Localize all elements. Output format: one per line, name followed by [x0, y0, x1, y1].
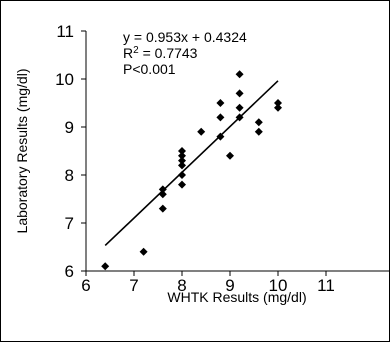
- ticks: [81, 30, 327, 276]
- x-tick-label: 8: [177, 276, 186, 295]
- x-tick-label: 7: [129, 276, 138, 295]
- equation-label: y = 0.953x + 0.4324: [123, 29, 247, 45]
- data-point: [178, 171, 186, 179]
- y-tick-label: 10: [55, 70, 74, 89]
- data-point: [178, 151, 186, 160]
- x-tick-label: 6: [81, 276, 90, 295]
- data-point: [101, 262, 110, 271]
- data-point: [216, 132, 225, 141]
- p-value-label: P<0.001: [123, 61, 176, 77]
- data-point: [274, 99, 282, 107]
- r-squared-label: R2 = 0.7743: [123, 45, 198, 61]
- data-point: [197, 127, 206, 136]
- x-tick-label: 9: [225, 276, 234, 295]
- data-point: [139, 247, 148, 256]
- data-points: [101, 70, 282, 271]
- y-tick-label: 7: [65, 214, 74, 233]
- y-tick-label: 6: [65, 262, 74, 281]
- data-point: [216, 113, 225, 122]
- data-point: [235, 113, 244, 122]
- tick-labels: 6 7 8 9 10 11 6 7 8 9 10 11: [55, 22, 335, 295]
- data-point: [178, 180, 186, 189]
- data-point: [274, 103, 282, 112]
- r-squared-value: = 0.7743: [139, 45, 198, 61]
- axes: [85, 31, 389, 272]
- data-point: [235, 70, 244, 79]
- data-point: [254, 127, 263, 136]
- trendline: [104, 80, 279, 247]
- data-point: [178, 147, 186, 155]
- y-tick-label: 9: [65, 118, 74, 137]
- data-point: [178, 161, 186, 170]
- x-tick-label: 10: [269, 276, 288, 295]
- data-point: [226, 151, 234, 160]
- r-squared-base: R: [123, 45, 133, 61]
- data-point: [158, 185, 167, 194]
- x-tick-label: 11: [317, 276, 335, 295]
- y-tick-label: 11: [56, 22, 74, 41]
- data-point: [216, 99, 225, 107]
- y-tick-label: 8: [65, 166, 74, 185]
- data-point: [178, 156, 186, 165]
- data-point: [235, 89, 244, 98]
- data-point: [254, 118, 263, 127]
- data-point: [158, 190, 167, 199]
- data-point: [235, 103, 244, 112]
- data-point: [158, 204, 167, 213]
- x-axis-title: WHTK Results (mg/dl): [167, 289, 306, 305]
- y-axis-title: Laboratory Results (mg/dl): [14, 69, 30, 234]
- r-squared-exponent: 2: [133, 45, 139, 56]
